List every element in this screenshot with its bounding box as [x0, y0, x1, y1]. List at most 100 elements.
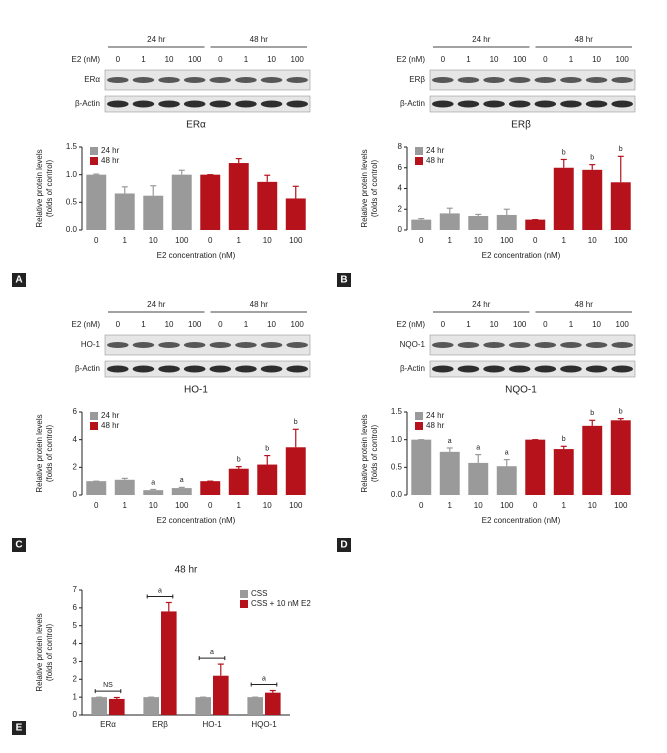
chart-title: HO-1	[184, 385, 208, 396]
protein-label: β-Actin	[75, 364, 100, 373]
lane-label: 10	[165, 55, 174, 64]
x-tick-label: 10	[149, 236, 158, 245]
y-tick-label: 0	[73, 710, 78, 719]
blot-band	[483, 100, 505, 108]
bar	[257, 181, 278, 230]
bar	[213, 675, 229, 715]
significance-label: b	[590, 410, 594, 417]
legend-label: 48 hr	[426, 156, 445, 165]
legend-label: 48 hr	[101, 156, 120, 165]
time-label: 24 hr	[147, 35, 166, 44]
blot-band	[508, 100, 531, 108]
bar	[161, 611, 177, 715]
chart-title: ERβ	[511, 120, 531, 131]
legend-swatch	[90, 422, 98, 430]
x-axis-label: E2 concentration (nM)	[482, 251, 561, 260]
legend-label: 24 hr	[426, 146, 445, 155]
blot-band	[432, 77, 454, 83]
lane-label: 1	[244, 55, 249, 64]
y-tick-label: 6	[398, 163, 403, 172]
blot-band	[432, 100, 454, 108]
legend-swatch	[90, 412, 98, 420]
lane-label: 100	[513, 55, 527, 64]
lane-label: 0	[116, 320, 121, 329]
blot-band	[508, 77, 531, 83]
dose-label: E2 (nM)	[397, 55, 426, 64]
y-tick-label: 1.5	[391, 407, 403, 416]
bar	[468, 462, 489, 495]
bar	[171, 174, 192, 230]
x-tick-label: 10	[474, 236, 483, 245]
blot-band	[235, 77, 257, 83]
x-tick-label: 10	[588, 501, 597, 510]
y-tick-label: 3	[73, 657, 78, 666]
x-tick-label: HO-1	[202, 720, 222, 729]
panel-letter-box	[337, 538, 351, 552]
blot-band	[611, 342, 633, 348]
blot-band	[432, 342, 454, 348]
bar	[525, 219, 546, 230]
lane-label: 0	[218, 55, 223, 64]
bar	[553, 167, 574, 230]
blot-band	[107, 342, 129, 348]
bracket-label: a	[158, 587, 162, 594]
blot-band	[183, 365, 206, 373]
chart-title: ERα	[186, 120, 206, 131]
bar	[143, 490, 164, 495]
lane-label: 0	[543, 320, 548, 329]
blot-band	[483, 77, 505, 83]
lane-label: 10	[165, 320, 174, 329]
x-tick-label: 0	[419, 501, 424, 510]
bar	[109, 698, 125, 715]
lane-label: 100	[616, 320, 630, 329]
time-label: 24 hr	[147, 300, 166, 309]
significance-label: a	[505, 449, 509, 456]
blot-band	[534, 77, 557, 83]
x-tick-label: 10	[263, 236, 272, 245]
bar	[143, 697, 159, 715]
protein-label: β-Actin	[400, 364, 425, 373]
panel-letter-box	[12, 273, 26, 287]
legend-swatch	[240, 600, 248, 608]
bar	[285, 198, 306, 230]
blot-band	[286, 77, 308, 83]
legend-label: 24 hr	[101, 146, 120, 155]
blot-band	[457, 342, 480, 348]
y-tick-label: 1.0	[391, 435, 403, 444]
blot-band	[483, 342, 505, 348]
blot-band	[209, 100, 232, 108]
lane-label: 0	[441, 320, 446, 329]
y-axis-label: Relative protein levels	[35, 414, 44, 492]
blot-band	[534, 100, 557, 108]
protein-label: β-Actin	[75, 99, 100, 108]
y-tick-label: 4	[73, 435, 78, 444]
blot-band	[560, 342, 582, 348]
blot-strip	[429, 334, 636, 356]
blot-band	[534, 365, 557, 373]
bar	[247, 697, 263, 715]
x-tick-label: 100	[614, 236, 628, 245]
bar	[610, 420, 631, 495]
significance-label: a	[151, 479, 155, 486]
blot-band	[432, 365, 454, 373]
lane-label: 1	[141, 55, 146, 64]
bracket-label: a	[210, 649, 214, 656]
blot-band	[585, 365, 608, 373]
bar	[496, 214, 517, 230]
blot-strip	[429, 360, 636, 378]
y-tick-label: 8	[398, 142, 403, 151]
blot-band	[560, 100, 582, 108]
blot-band	[209, 342, 232, 348]
y-axis-label: (folds of control)	[45, 159, 54, 217]
blot-band	[457, 365, 480, 373]
lane-label: 10	[592, 320, 601, 329]
blot-band	[158, 77, 180, 83]
blot-band	[585, 77, 608, 83]
y-tick-label: 6	[73, 407, 78, 416]
bar	[525, 439, 546, 495]
y-tick-label: 4	[398, 184, 403, 193]
y-tick-label: 0.0	[66, 225, 78, 234]
legend-swatch	[415, 412, 423, 420]
y-axis-label: (folds of control)	[370, 424, 379, 482]
blot-band	[235, 365, 257, 373]
